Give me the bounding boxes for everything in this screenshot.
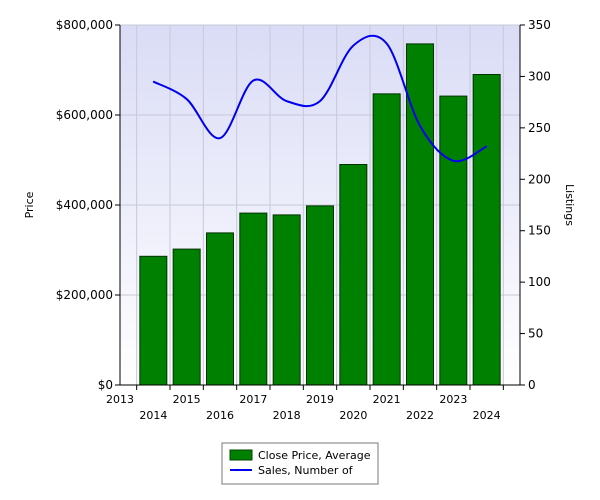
legend: Close Price, Average Sales, Number of (221, 442, 379, 485)
x-tick-label: 2014 (139, 409, 167, 422)
legend-label-close-price: Close Price, Average (258, 449, 371, 462)
x-tick-label: 2019 (306, 393, 334, 406)
bar-2020 (339, 164, 368, 386)
point-sales-2017 (252, 80, 254, 82)
x-axis: 2013 2014 2015 2016 2017 2018 2019 2020 2021 2022… (106, 385, 504, 422)
bar-2019 (306, 205, 334, 386)
bar-2024 (472, 74, 501, 386)
y2-tick-label: 350 (528, 18, 551, 32)
y-tick-label: $200,000 (56, 288, 113, 302)
point-sales-2015 (186, 98, 188, 100)
bar-2016 (206, 232, 234, 386)
x-tick-label: 2022 (406, 409, 434, 422)
bar-2015 (172, 248, 201, 386)
y2-tick-label: 100 (528, 275, 551, 289)
bar-2018 (272, 214, 301, 386)
x-tick-label: 2023 (439, 393, 467, 406)
point-sales-2024 (486, 145, 488, 147)
y2-tick-label: 0 (528, 378, 536, 392)
line-series (152, 34, 488, 163)
point-sales-2018 (286, 100, 288, 102)
x-tick-label: 2017 (239, 393, 267, 406)
x-tick-label: 2015 (173, 393, 201, 406)
x-tick-label: 2018 (273, 409, 301, 422)
y2-tick-label: 250 (528, 121, 551, 135)
y2-tick-label: 50 (528, 327, 543, 341)
y-tick-label: $0 (98, 378, 113, 392)
point-sales-2023 (452, 160, 454, 162)
y-axis-left: $0 $200,000 $400,000 $600,000 $800,000 (56, 18, 120, 392)
bar-2021 (372, 93, 401, 386)
bar-2017 (239, 212, 268, 386)
y2-axis-title: Listings (563, 184, 576, 226)
y-tick-label: $800,000 (56, 18, 113, 32)
y2-tick-label: 150 (528, 224, 551, 238)
bar-2023 (439, 95, 468, 386)
x-tick-label: 2020 (339, 409, 367, 422)
point-sales-2019 (319, 100, 321, 102)
point-sales-2016 (219, 137, 221, 139)
bar-2022 (406, 43, 434, 386)
x-tick-label: 2013 (106, 393, 134, 406)
y-axis-right: 0 50 100 150 200 250 300 350 (520, 18, 551, 392)
point-sales-2020 (352, 45, 354, 47)
x-tick-label: 2016 (206, 409, 234, 422)
point-sales-2014 (152, 81, 154, 83)
point-sales-2021 (386, 43, 388, 45)
x-tick-label: 2024 (473, 409, 501, 422)
y2-tick-label: 200 (528, 172, 551, 186)
point-sales-2022 (419, 125, 421, 127)
legend-swatch-close-price (229, 449, 253, 461)
y-tick-label: $600,000 (56, 108, 113, 122)
y-tick-label: $400,000 (56, 198, 113, 212)
y-axis-title: Price (23, 191, 36, 218)
legend-label-sales: Sales, Number of (258, 464, 354, 477)
bar-2014 (139, 255, 168, 386)
x-tick-label: 2021 (373, 393, 401, 406)
y2-tick-label: 300 (528, 69, 551, 83)
